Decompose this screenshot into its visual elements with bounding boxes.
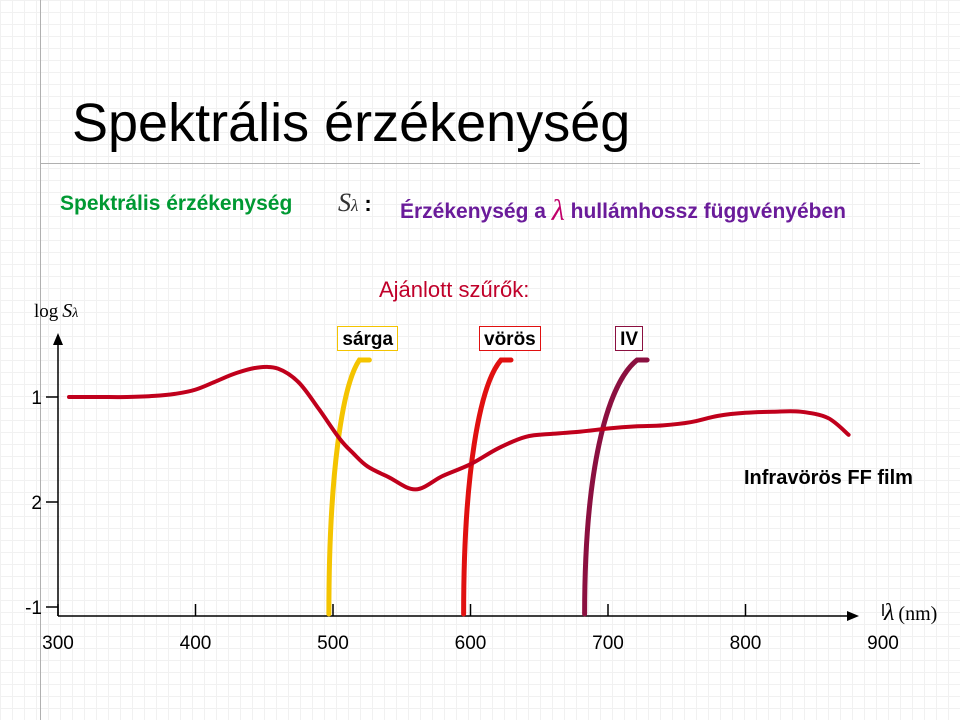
x-axis-label: λ (nm) <box>884 600 937 627</box>
x-tick-label: 700 <box>592 633 624 654</box>
x-tick-label: 300 <box>42 633 74 654</box>
y-axis-label-s: S <box>62 300 73 322</box>
series-label: Infravörös FF film <box>744 467 913 489</box>
desc-lambda: λ <box>551 194 565 227</box>
slide-title: Spektrális érzékenység <box>72 93 631 153</box>
y-axis-label-lambda: λ <box>72 306 79 321</box>
symbol-s: S <box>338 188 351 217</box>
symbol-lambda: λ <box>351 196 359 215</box>
x-tick-label: 900 <box>867 633 899 654</box>
filter-curve <box>461 357 514 617</box>
filter-curve <box>326 357 372 617</box>
x-tick-label: 800 <box>730 633 762 654</box>
desc-before: Érzékenység a <box>400 200 546 223</box>
x-tick-label: 500 <box>317 633 349 654</box>
y-tick-label: 1 <box>31 388 42 409</box>
filter-label: vörös <box>479 326 541 351</box>
filter-title: Ajánlott szűrők: <box>379 277 530 302</box>
filter-curve <box>582 357 650 617</box>
x-axis-label-unit: (nm) <box>898 603 938 625</box>
subtitle-description: Érzékenység a λ hullámhossz függvényében <box>400 192 847 227</box>
filter-label: sárga <box>337 326 399 351</box>
x-axis-label-lambda: λ <box>884 600 895 626</box>
x-tick-label: 400 <box>180 633 212 654</box>
symbol-colon: : <box>364 191 372 216</box>
subtitle: Spektrális érzékenység <box>60 192 293 215</box>
y-axis-label-log: log <box>34 301 59 322</box>
slide-rule-vertical <box>40 0 41 720</box>
y-tick-label: 2 <box>31 493 42 514</box>
filter-label: IV <box>615 326 644 351</box>
x-tick-label: 600 <box>455 633 487 654</box>
slide-rule-horizontal <box>40 163 920 164</box>
sensitivity-curve <box>67 364 851 492</box>
y-axis-label: log Sλ <box>34 300 78 323</box>
desc-after: hullámhossz függvényében <box>570 200 847 223</box>
sensitivity-symbol: Sλ: <box>338 188 372 218</box>
y-tick-label: -1 <box>25 598 42 619</box>
